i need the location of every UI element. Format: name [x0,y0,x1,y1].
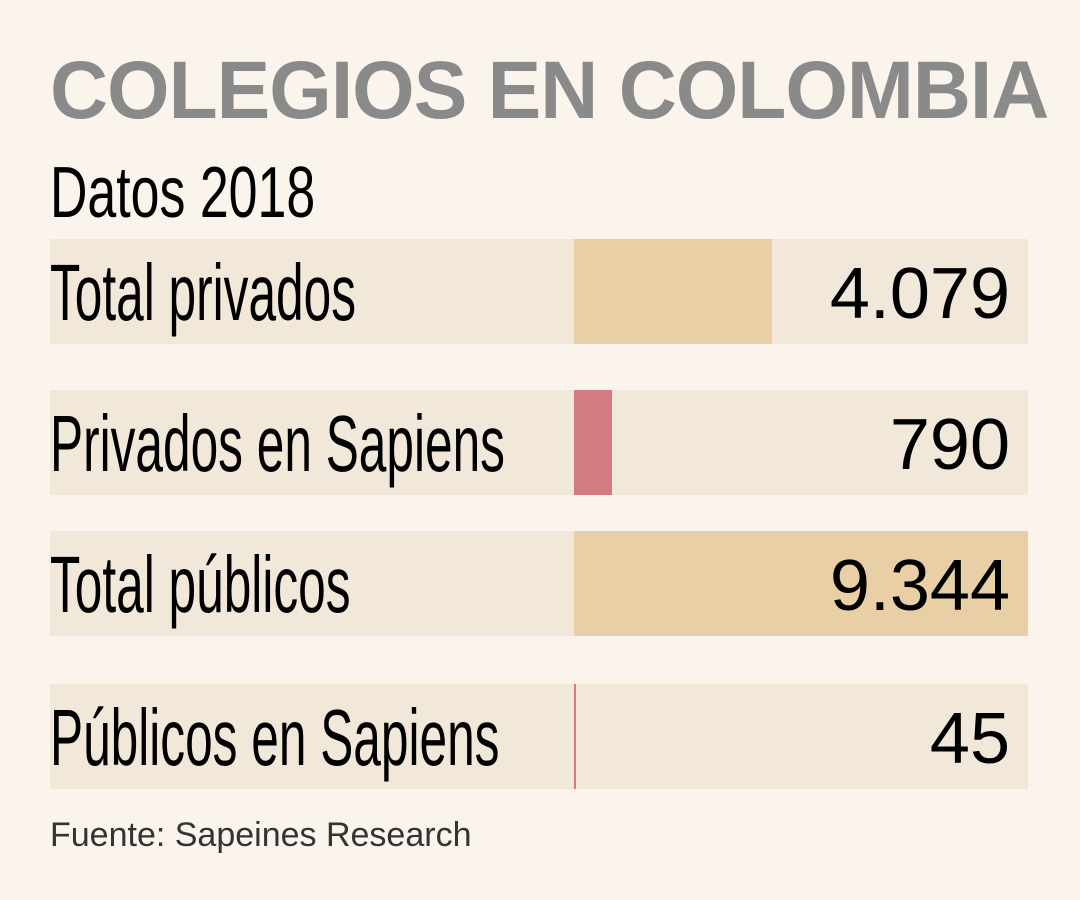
chart-subtitle: Datos 2018 [50,153,316,233]
bar-row: Total privados 4.079 [50,239,1028,344]
data-label: 45 [929,699,1010,779]
bar [574,239,773,344]
category-label: Total públicos [50,540,351,629]
bar-row: Total públicos 9.344 [50,531,1028,636]
data-label: 790 [889,405,1010,485]
bar [574,684,577,789]
bar [574,390,613,495]
data-label: 9.344 [829,546,1010,626]
category-label: Total privados [50,248,357,337]
bar-row: Públicos en Sapiens 45 [50,684,1028,789]
category-label: Públicos en Sapiens [50,693,500,782]
source-note: Fuente: Sapeines Research [50,816,472,854]
bar-row: Privados en Sapiens 790 [50,390,1028,495]
bar [574,531,1028,636]
chart-title: COLEGIOS EN COLOMBIA [50,45,1049,136]
category-label: Privados en Sapiens [50,399,505,488]
data-label: 4.079 [829,254,1010,334]
